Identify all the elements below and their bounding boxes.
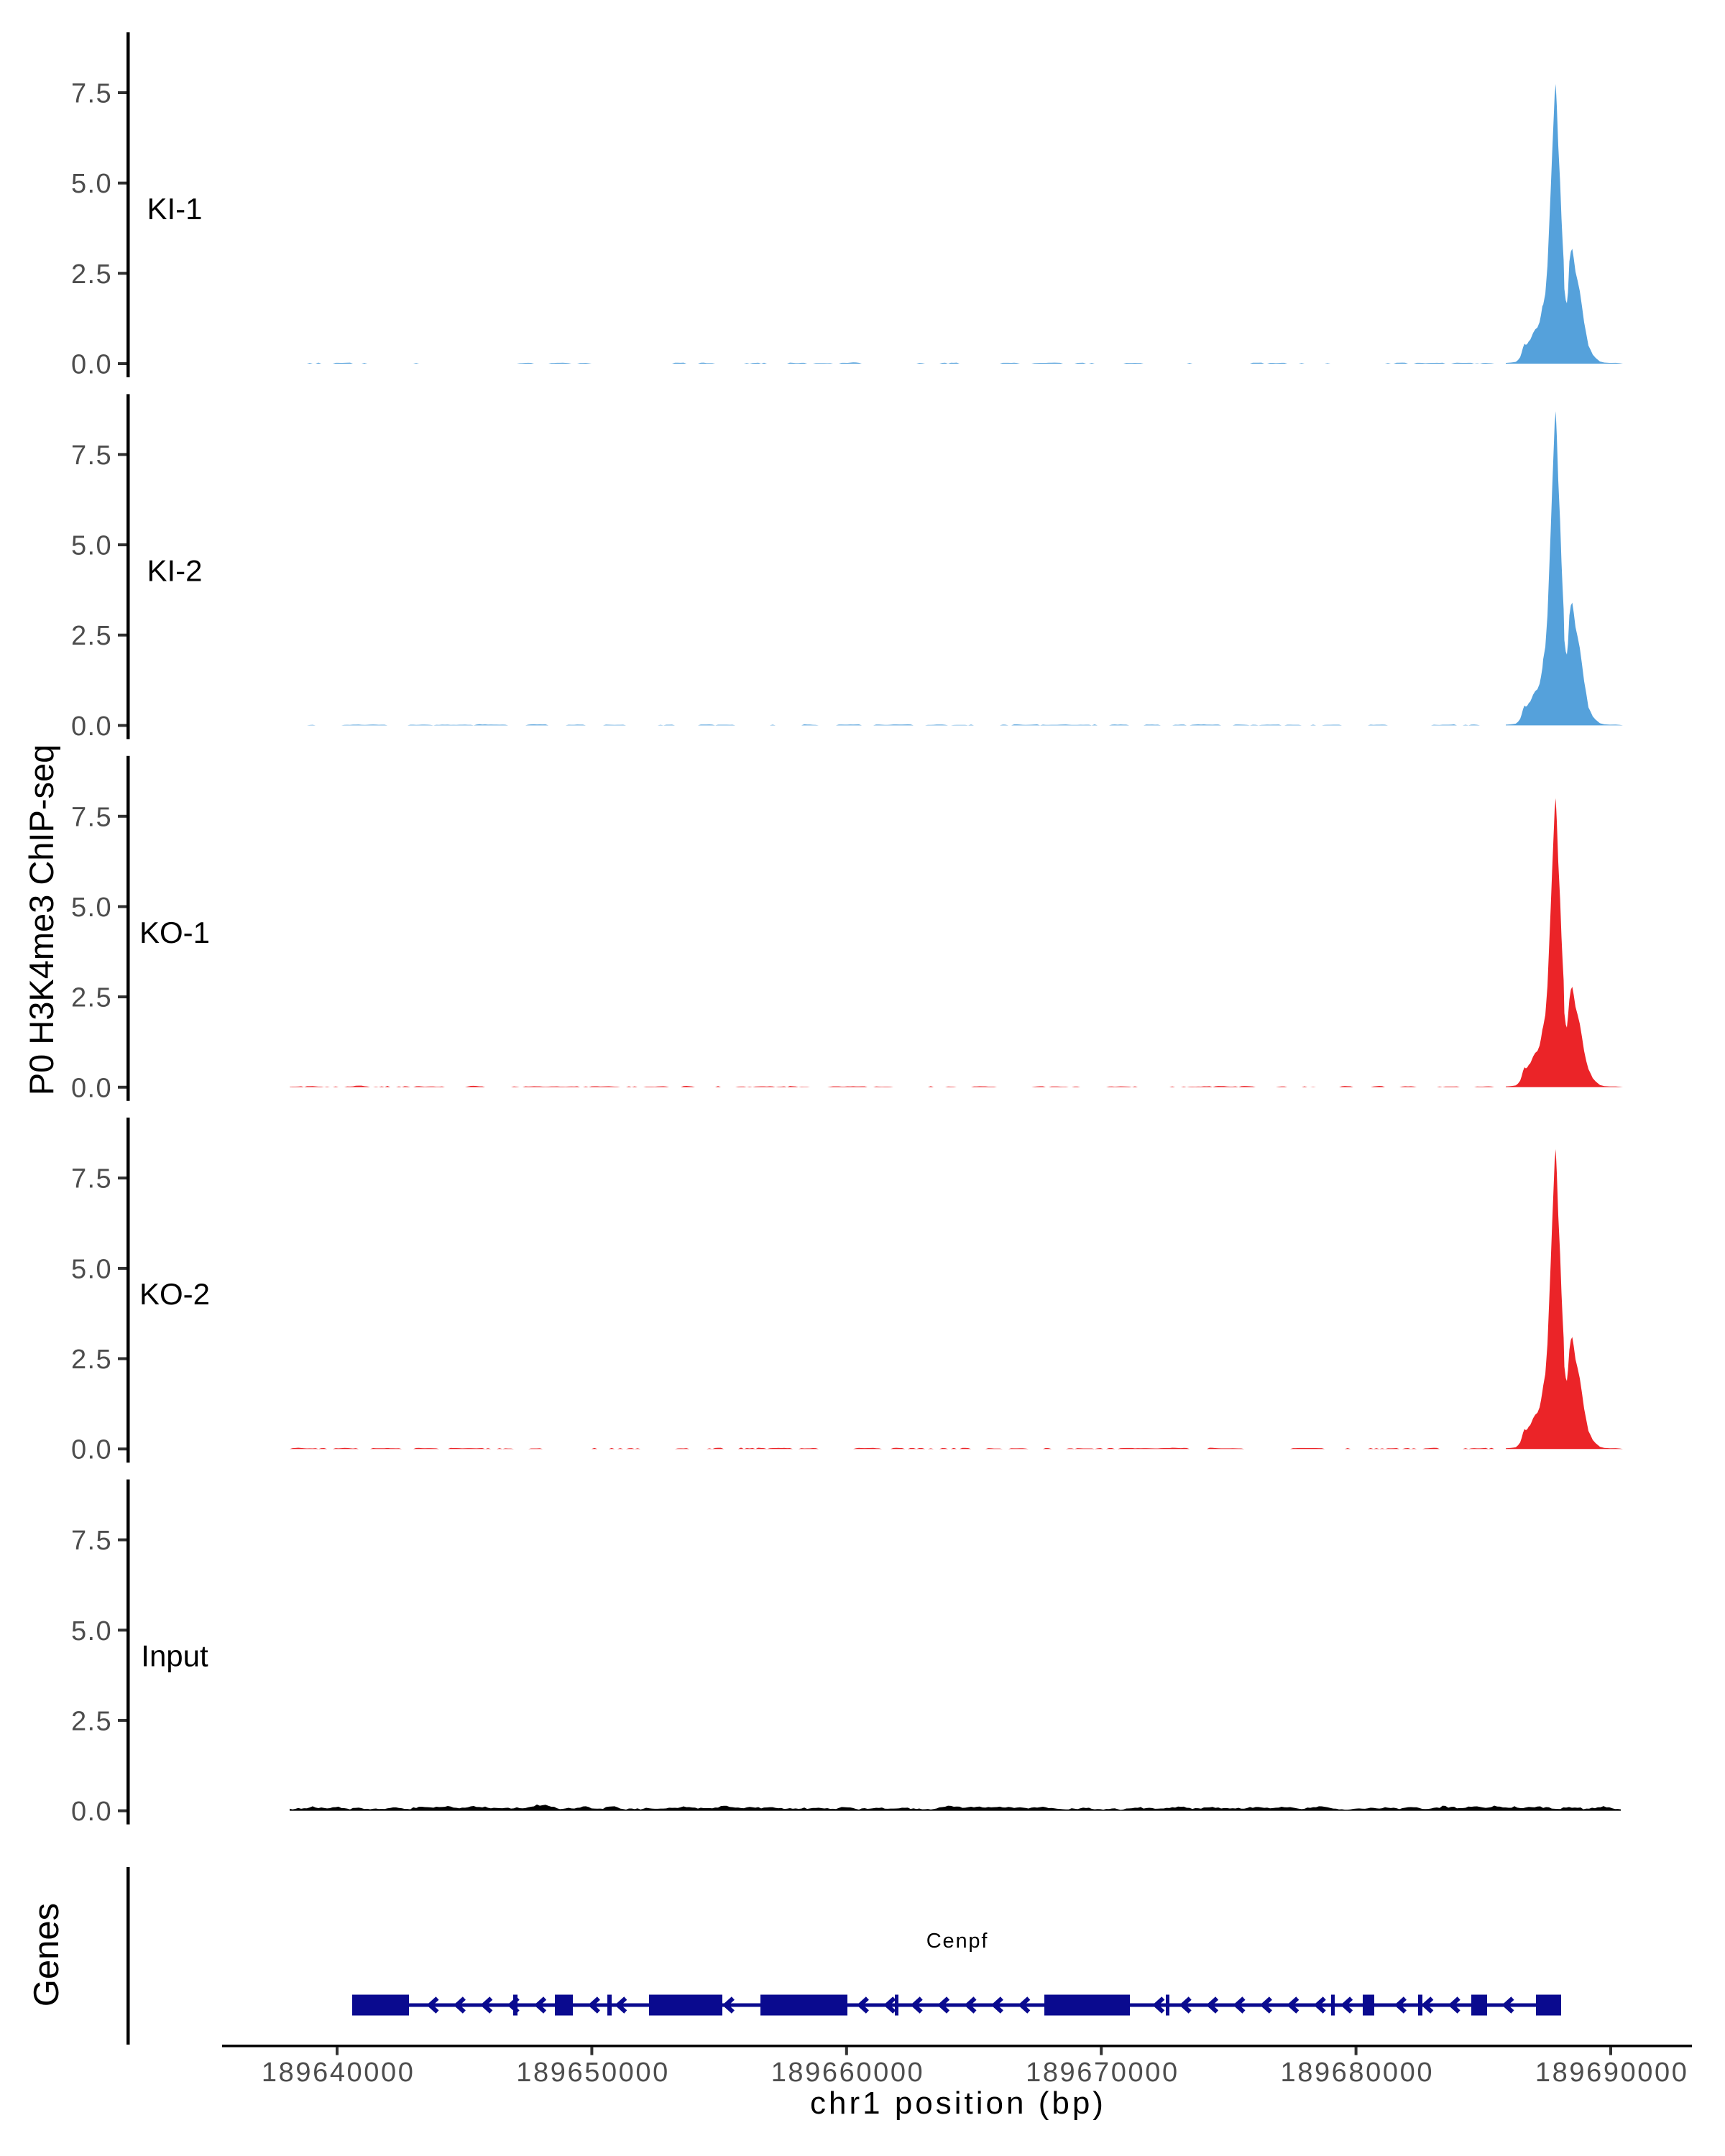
svg-text:2.5: 2.5 xyxy=(71,1706,112,1736)
svg-text:5.0: 5.0 xyxy=(71,1254,112,1284)
svg-text:0.0: 0.0 xyxy=(71,350,112,380)
svg-text:KO-1: KO-1 xyxy=(139,916,210,949)
svg-text:189640000: 189640000 xyxy=(262,2058,415,2088)
svg-text:0.0: 0.0 xyxy=(71,1435,112,1465)
svg-text:7.5: 7.5 xyxy=(71,79,112,109)
svg-text:2.5: 2.5 xyxy=(71,259,112,290)
svg-text:5.0: 5.0 xyxy=(71,169,112,199)
svg-text:Genes: Genes xyxy=(27,1903,66,2007)
svg-text:Input: Input xyxy=(141,1639,208,1673)
svg-text:189690000: 189690000 xyxy=(1535,2058,1689,2088)
svg-text:7.5: 7.5 xyxy=(71,1164,112,1194)
svg-text:chr1 position (bp): chr1 position (bp) xyxy=(810,2086,1106,2121)
svg-text:KO-2: KO-2 xyxy=(139,1277,210,1311)
svg-text:KI-1: KI-1 xyxy=(147,192,202,226)
svg-text:2.5: 2.5 xyxy=(71,983,112,1013)
svg-text:189680000: 189680000 xyxy=(1280,2058,1434,2088)
svg-text:KI-2: KI-2 xyxy=(147,553,202,587)
svg-text:2.5: 2.5 xyxy=(71,621,112,651)
svg-text:7.5: 7.5 xyxy=(71,802,112,832)
svg-text:7.5: 7.5 xyxy=(71,441,112,471)
svg-text:Cenpf: Cenpf xyxy=(926,1930,988,1953)
svg-text:189650000: 189650000 xyxy=(516,2058,670,2088)
svg-text:P0 H3K4me3 ChIP-seq: P0 H3K4me3 ChIP-seq xyxy=(22,745,60,1096)
svg-text:189660000: 189660000 xyxy=(771,2058,925,2088)
svg-text:0.0: 0.0 xyxy=(71,711,112,742)
svg-text:189670000: 189670000 xyxy=(1026,2058,1179,2088)
svg-text:0.0: 0.0 xyxy=(71,1073,112,1103)
svg-text:0.0: 0.0 xyxy=(71,1797,112,1827)
svg-text:5.0: 5.0 xyxy=(71,893,112,923)
svg-text:2.5: 2.5 xyxy=(71,1345,112,1375)
svg-text:7.5: 7.5 xyxy=(71,1526,112,1556)
svg-text:5.0: 5.0 xyxy=(71,531,112,561)
svg-text:5.0: 5.0 xyxy=(71,1616,112,1646)
